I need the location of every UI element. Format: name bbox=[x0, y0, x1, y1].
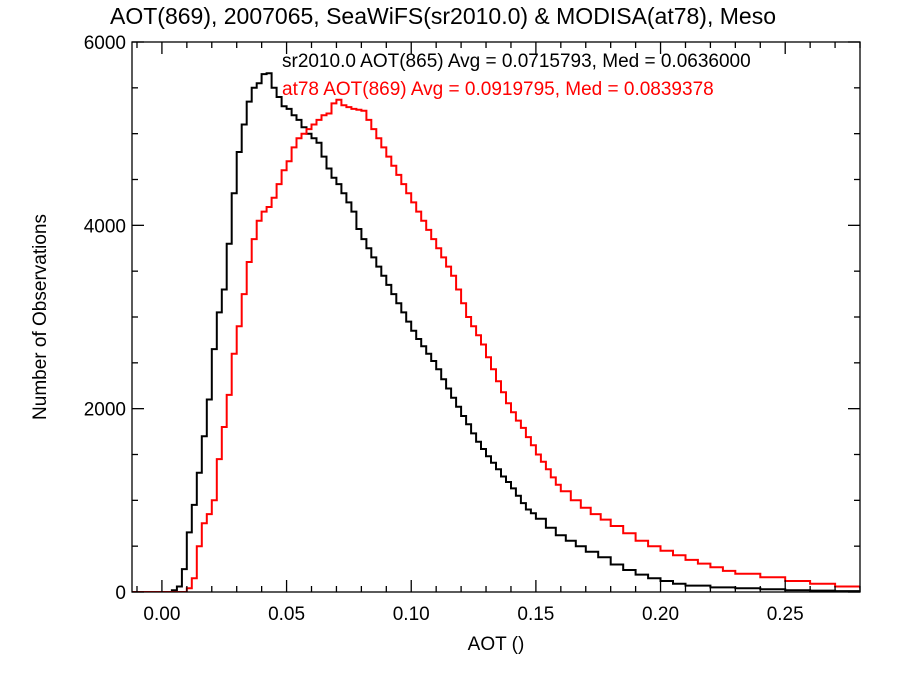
y-tick-label: 4000 bbox=[84, 216, 126, 237]
x-tick-label: 0.05 bbox=[268, 604, 305, 625]
legend-entry-red-series: at78 AOT(869) Avg = 0.0919795, Med = 0.0… bbox=[282, 79, 714, 100]
series-layer bbox=[132, 72, 860, 592]
x-tick-label: 0.00 bbox=[143, 604, 180, 625]
x-tick-label: 0.15 bbox=[517, 604, 554, 625]
x-tick-label: 0.20 bbox=[642, 604, 679, 625]
y-tick-label: 2000 bbox=[84, 400, 126, 421]
x-tick-label: 0.25 bbox=[767, 604, 804, 625]
series-line-black bbox=[132, 72, 860, 592]
ticks-layer: 0.00 0.05 0.10 0.15 0.20 0.25 0 2000 4000 6000 bbox=[84, 33, 861, 625]
chart-title: AOT(869), 2007065, SeaWiFS(sr2010.0) & M… bbox=[110, 3, 776, 29]
x-axis-label: AOT () bbox=[468, 634, 525, 655]
y-axis-label: Number of Observations bbox=[30, 214, 51, 420]
series-line-red bbox=[132, 98, 860, 592]
legend-entry-black-series: sr2010.0 AOT(865) Avg = 0.0715793, Med =… bbox=[282, 51, 751, 72]
x-tick-label: 0.10 bbox=[393, 604, 430, 625]
y-tick-label: 0 bbox=[115, 583, 126, 604]
y-tick-label: 6000 bbox=[84, 33, 126, 54]
